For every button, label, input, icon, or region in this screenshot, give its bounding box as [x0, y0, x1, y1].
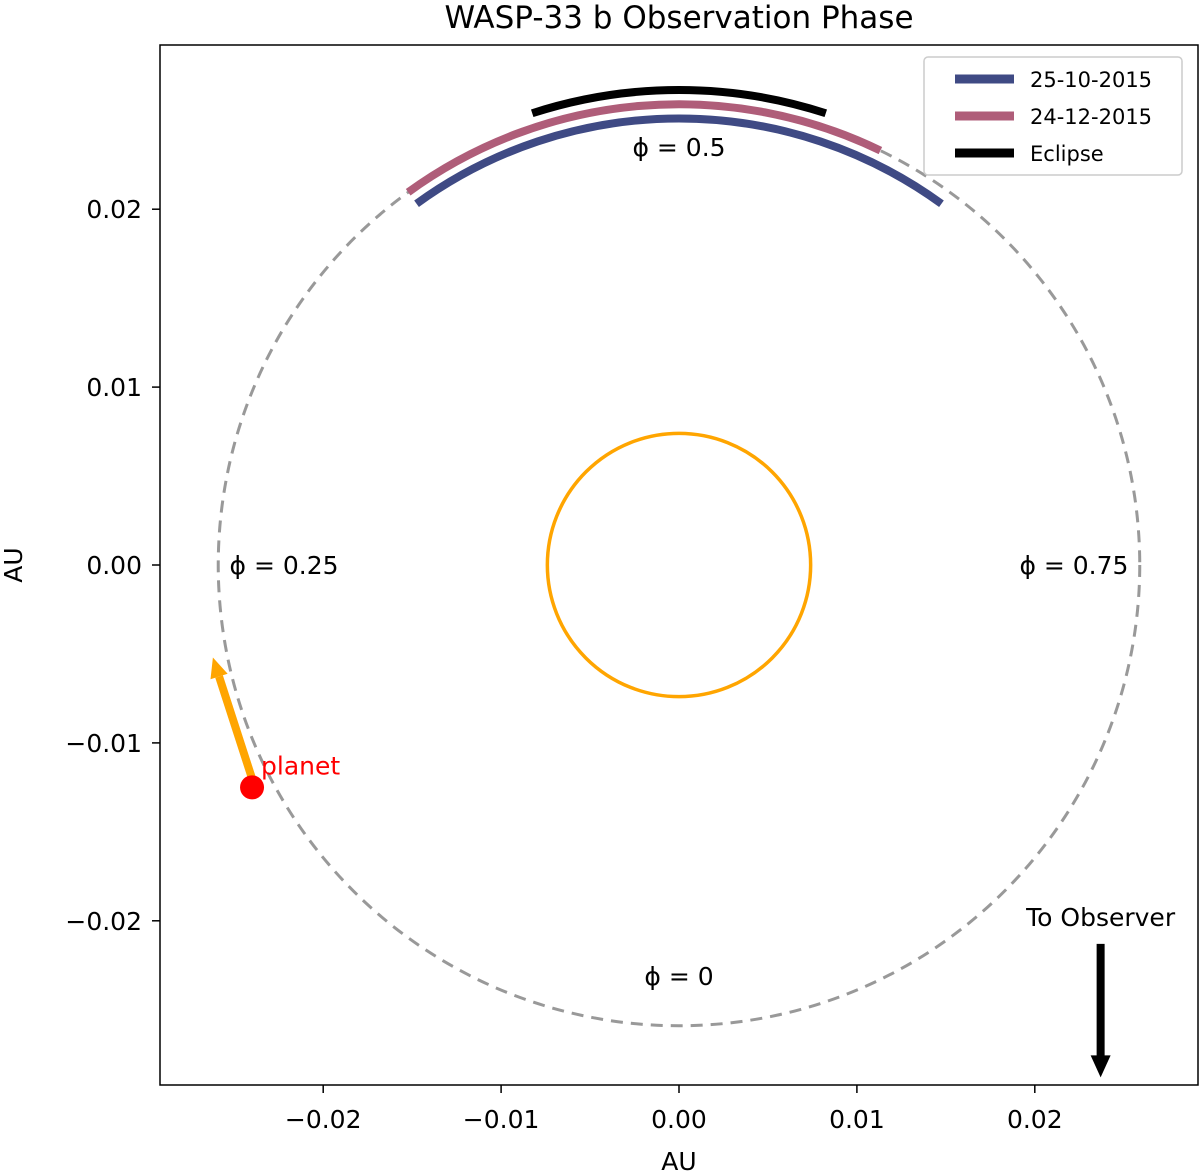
phase-label: ϕ = 0.25 — [230, 551, 339, 580]
plot-area: ϕ = 0.5 ϕ = 0.25 ϕ = 0.75 ϕ = 0 planet To O… — [210, 86, 1176, 1078]
phase-label: ϕ = 0 — [644, 962, 713, 991]
x-tick-label: −0.02 — [285, 1105, 362, 1134]
observation-arc-2 — [530, 86, 828, 118]
y-tick-label: 0.01 — [86, 373, 142, 402]
legend-frame — [923, 56, 1183, 176]
y-axis-label: AU — [0, 547, 28, 582]
y-tick-label: −0.01 — [65, 729, 142, 758]
x-tick-label: −0.01 — [463, 1105, 540, 1134]
observation-arc-1 — [405, 100, 883, 196]
planet-marker — [240, 775, 265, 800]
planet-label: planet — [261, 751, 340, 780]
x-tick-label: 0.00 — [651, 1105, 707, 1134]
velocity-arrow-head — [210, 657, 228, 680]
legend: 25-10-2015 24-12-2015 Eclipse — [923, 56, 1183, 176]
velocity-arrow-shaft — [215, 675, 256, 780]
x-tick-label: 0.02 — [1007, 1105, 1063, 1134]
observer-arrow-head — [1090, 1055, 1111, 1078]
legend-label-2: Eclipse — [1030, 142, 1104, 166]
legend-label-1: 24-12-2015 — [1030, 105, 1152, 129]
chart-title: WASP-33 b Observation Phase — [444, 0, 913, 36]
y-tick-label: 0.02 — [86, 195, 142, 224]
phase-label: ϕ = 0.5 — [632, 133, 725, 162]
y-tick-label: −0.02 — [65, 907, 142, 936]
legend-label-0: 25-10-2015 — [1030, 68, 1152, 92]
y-tick-label: 0.00 — [86, 551, 142, 580]
x-tick-label: 0.01 — [829, 1105, 885, 1134]
observation-arc-0 — [414, 114, 944, 207]
phase-label: ϕ = 0.75 — [1019, 551, 1128, 580]
orbit-path — [216, 102, 1142, 1028]
star — [545, 431, 813, 699]
x-axis-label: AU — [661, 1147, 696, 1175]
observer-label: To Observer — [1025, 903, 1176, 932]
